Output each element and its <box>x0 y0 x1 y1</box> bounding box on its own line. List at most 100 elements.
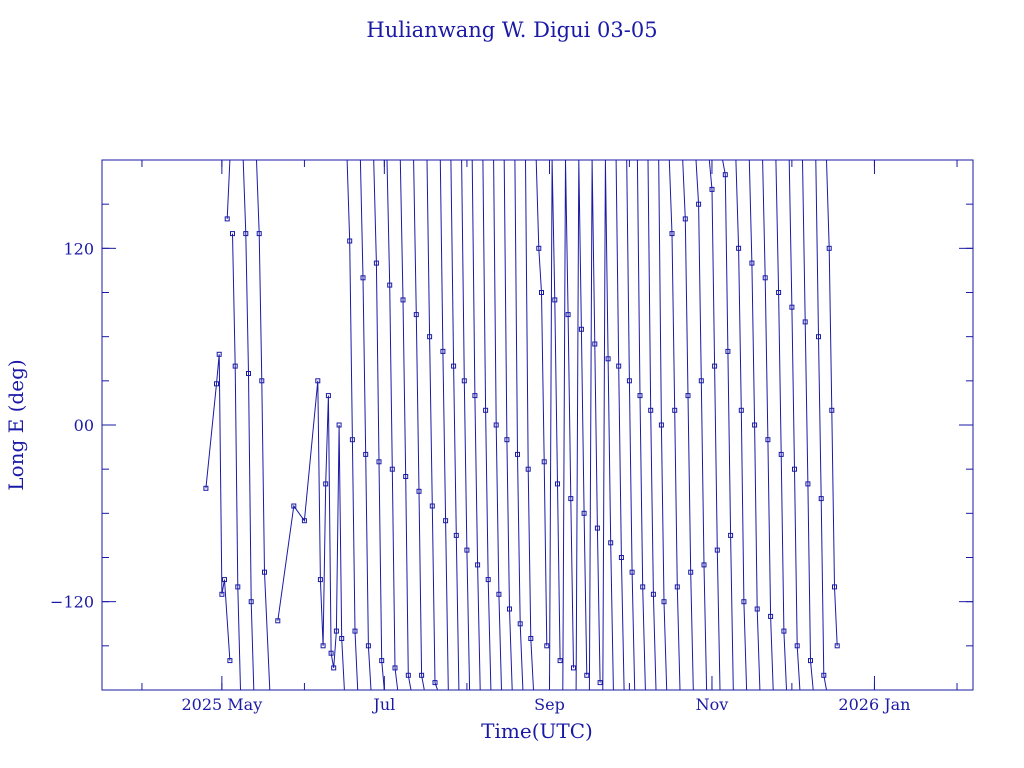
data-point <box>712 363 718 369</box>
data-point <box>323 481 329 487</box>
data-point <box>592 341 598 347</box>
y-tick-label: 00 <box>74 416 94 435</box>
data-point <box>728 532 734 538</box>
data-point <box>392 665 398 671</box>
series-line-segment <box>232 233 241 690</box>
y-tick-label: 120 <box>63 239 94 258</box>
data-point <box>339 636 345 641</box>
data-point <box>376 459 382 465</box>
data-point <box>565 312 571 318</box>
data-point <box>568 496 574 502</box>
data-point <box>517 621 523 627</box>
x-tick-label: 2025 May <box>181 695 262 714</box>
data-point <box>818 496 824 502</box>
data-point <box>776 290 782 295</box>
series-line-segment <box>205 354 231 661</box>
series-line-segment <box>748 160 761 690</box>
data-point <box>539 290 544 295</box>
data-point <box>387 282 393 288</box>
series-line-segment <box>682 160 694 690</box>
series-line-segment <box>450 160 460 690</box>
data-point <box>821 672 827 678</box>
data-point <box>581 510 587 516</box>
series-line-segment <box>762 160 774 690</box>
data-point <box>752 422 758 428</box>
data-point <box>315 378 321 384</box>
data-point <box>802 319 808 325</box>
data-point <box>262 569 267 575</box>
series-line-segment <box>735 160 748 690</box>
data-point <box>792 466 797 472</box>
data-point <box>365 643 371 649</box>
data-point <box>389 466 395 472</box>
data-point <box>496 591 502 597</box>
data-point <box>544 643 550 649</box>
data-point <box>528 636 534 641</box>
data-point <box>661 599 667 605</box>
data-point <box>464 547 470 553</box>
data-point <box>629 569 635 575</box>
data-point <box>552 297 558 303</box>
data-point <box>605 356 611 362</box>
data-point <box>507 606 512 612</box>
data-point <box>541 459 547 465</box>
data-point <box>427 334 433 340</box>
data-point <box>248 599 254 605</box>
series-line-segment <box>439 160 449 690</box>
series-line-segment <box>226 160 231 219</box>
series-line-segment <box>514 160 524 690</box>
data-point <box>352 628 358 634</box>
series-line-segment <box>482 160 492 690</box>
data-point <box>754 606 760 612</box>
data-point <box>816 334 821 340</box>
data-point <box>584 672 590 678</box>
data-point <box>696 201 702 207</box>
data-point <box>227 658 233 664</box>
data-point <box>453 532 459 538</box>
series-line-segment <box>575 160 588 690</box>
series-line-segment <box>826 160 838 646</box>
data-point <box>725 348 731 354</box>
series-line-segment <box>708 160 721 690</box>
data-point <box>571 665 576 671</box>
data-point <box>235 584 241 590</box>
data-point <box>637 393 643 399</box>
data-point <box>373 260 379 266</box>
data-point <box>781 628 787 634</box>
data-point <box>536 245 542 251</box>
data-point <box>504 437 510 443</box>
data-point <box>525 466 531 472</box>
data-point <box>778 451 784 457</box>
series-layer <box>203 160 840 690</box>
data-point <box>762 275 768 281</box>
data-point <box>794 643 800 649</box>
data-point <box>736 245 742 251</box>
data-point <box>709 186 715 192</box>
data-point <box>768 613 774 619</box>
data-point <box>363 451 369 457</box>
series-line-segment <box>695 160 708 690</box>
data-point <box>826 245 832 251</box>
data-point <box>741 599 747 605</box>
series-line-segment <box>535 160 548 646</box>
data-point <box>714 547 720 553</box>
data-point <box>483 407 489 413</box>
series-line-segment <box>525 160 534 690</box>
data-point <box>688 569 694 575</box>
data-point <box>216 351 222 357</box>
data-point <box>682 216 688 222</box>
data-point <box>317 577 323 583</box>
data-point <box>413 312 419 318</box>
data-point <box>808 658 813 664</box>
data-point <box>360 275 366 281</box>
series-line-segment <box>493 160 502 690</box>
data-point <box>432 680 438 686</box>
series-line-segment <box>256 160 271 690</box>
data-point <box>701 562 707 568</box>
series-line-segment <box>647 160 657 690</box>
series-line-segment <box>461 160 471 690</box>
data-point <box>472 393 478 399</box>
series-line-segment <box>549 160 561 690</box>
data-point <box>301 518 307 524</box>
